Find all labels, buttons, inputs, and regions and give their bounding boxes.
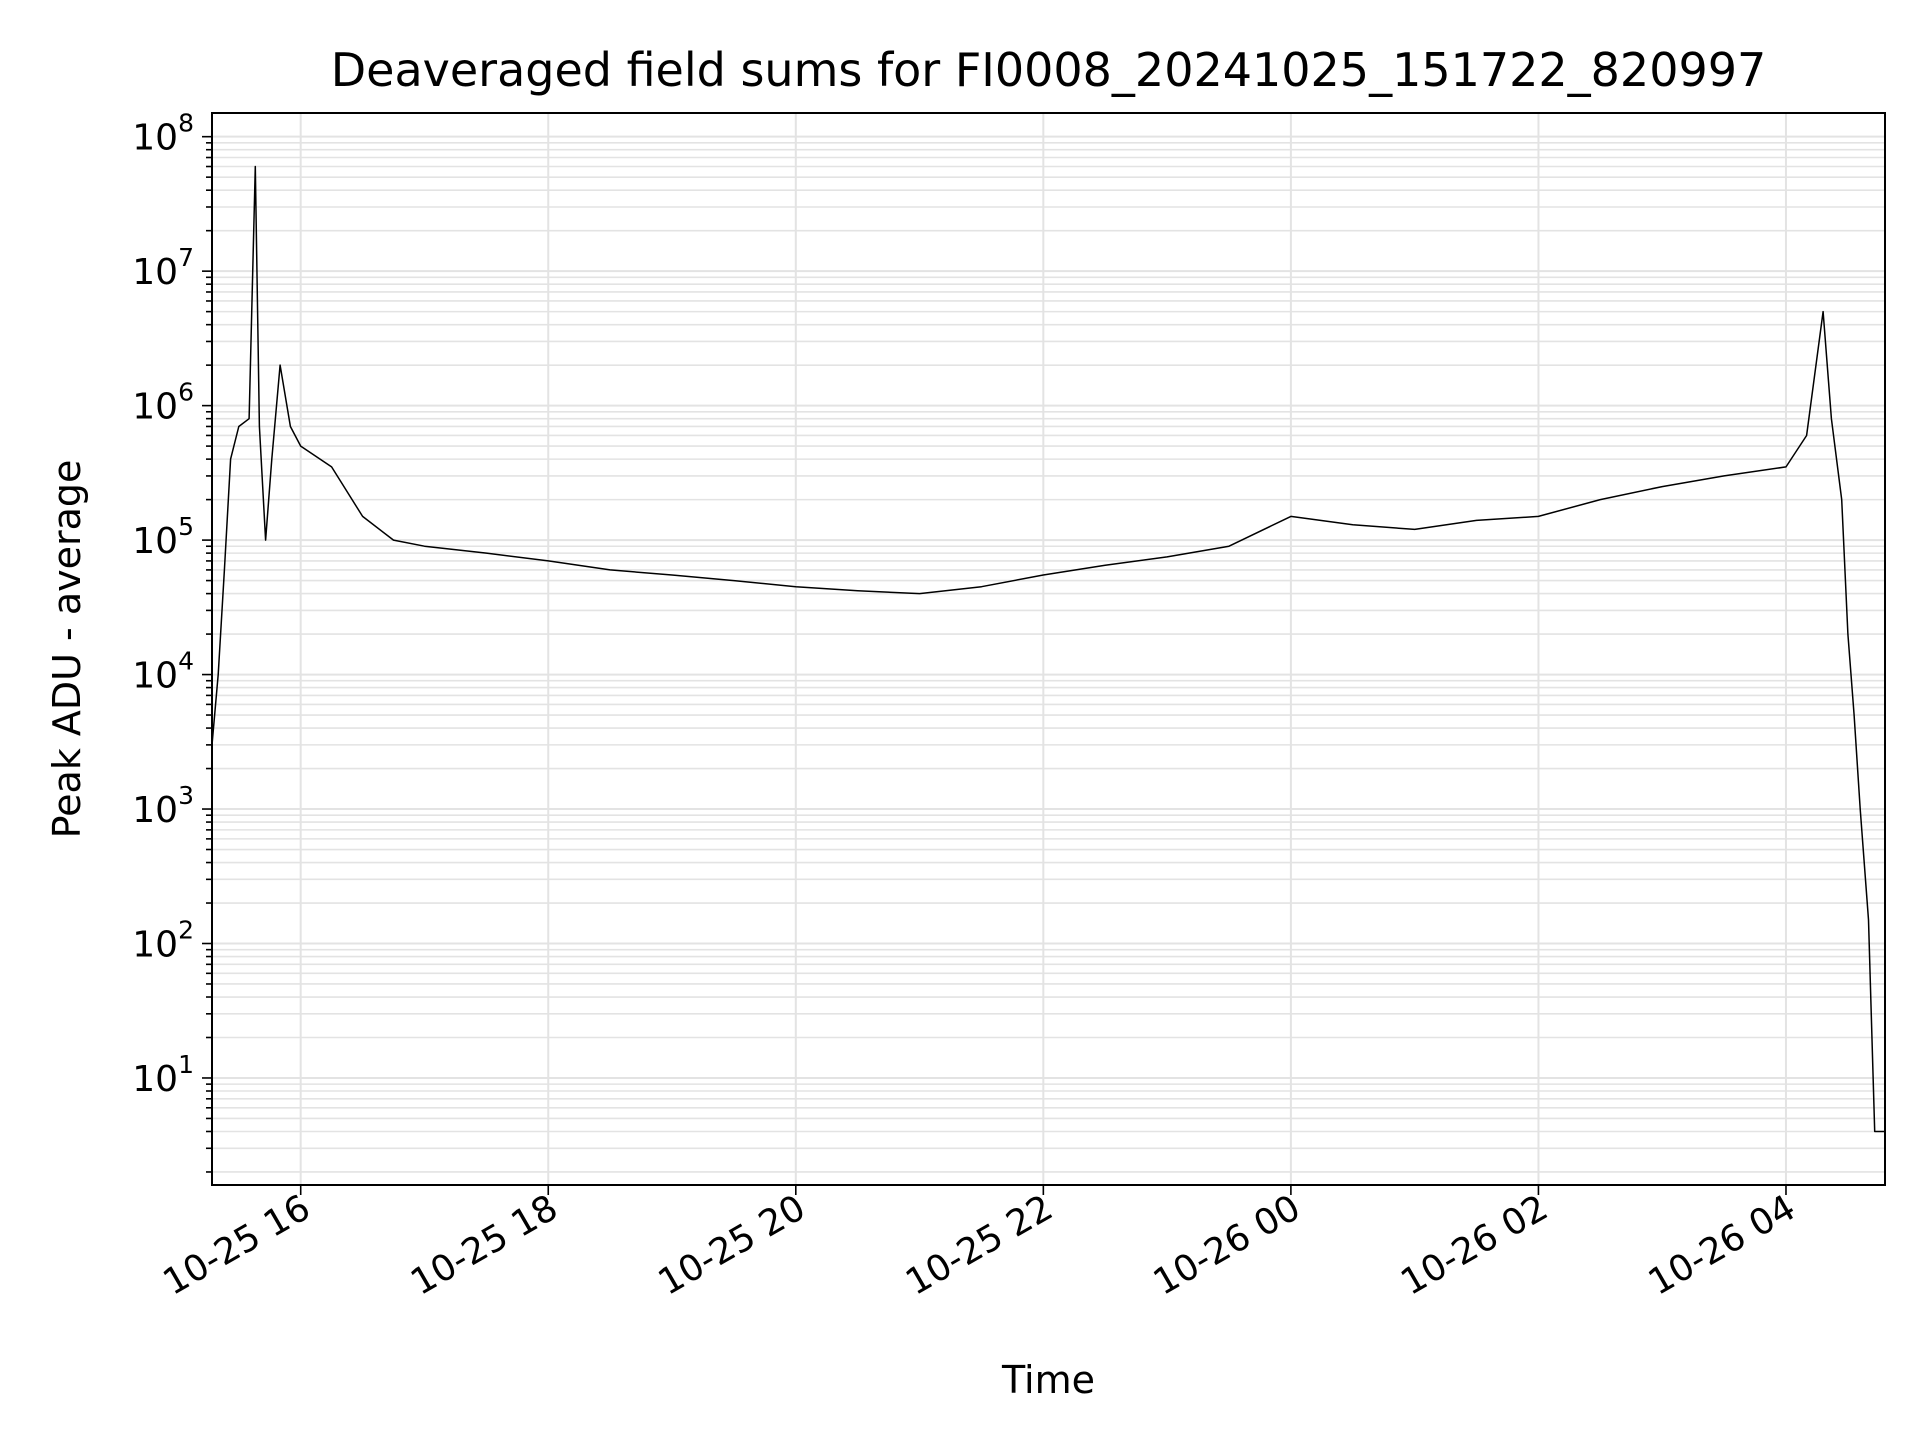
y-tick-label: 102 <box>132 916 194 966</box>
y-tick-exponent: 3 <box>178 781 194 810</box>
y-tick-exponent: 5 <box>178 512 194 541</box>
y-tick-label: 104 <box>132 647 194 697</box>
chart-title: Deaveraged field sums for FI0008_2024102… <box>331 43 1767 97</box>
y-tick-label: 106 <box>132 378 194 428</box>
y-tick-label: 105 <box>132 512 194 562</box>
y-tick-label: 103 <box>132 781 194 831</box>
y-tick-base: 10 <box>132 387 178 428</box>
y-tick-exponent: 7 <box>178 243 194 272</box>
y-tick-base: 10 <box>132 656 178 697</box>
grid <box>212 113 1885 1185</box>
series-group <box>211 165 1885 1133</box>
y-tick-exponent: 2 <box>178 916 194 945</box>
y-tick-exponent: 1 <box>178 1050 194 1079</box>
y-tick-label: 101 <box>132 1050 194 1100</box>
y-tick-base: 10 <box>132 925 178 966</box>
y-tick-base: 10 <box>132 252 178 293</box>
y-tick-exponent: 6 <box>178 378 194 407</box>
y-tick-label: 108 <box>132 109 194 159</box>
y-axis-label: Peak ADU - average <box>45 460 89 839</box>
y-tick-base: 10 <box>132 1059 178 1100</box>
y-tick-base: 10 <box>132 790 178 831</box>
y-tick-base: 10 <box>132 521 178 562</box>
y-tick-base: 10 <box>132 118 178 159</box>
y-tick-exponent: 8 <box>178 109 194 138</box>
plot-frame <box>211 112 1886 1186</box>
y-tick-label: 107 <box>132 243 194 293</box>
x-axis-label: Time <box>1001 1358 1095 1402</box>
series-line <box>211 165 1885 1133</box>
y-tick-exponent: 4 <box>178 647 194 676</box>
